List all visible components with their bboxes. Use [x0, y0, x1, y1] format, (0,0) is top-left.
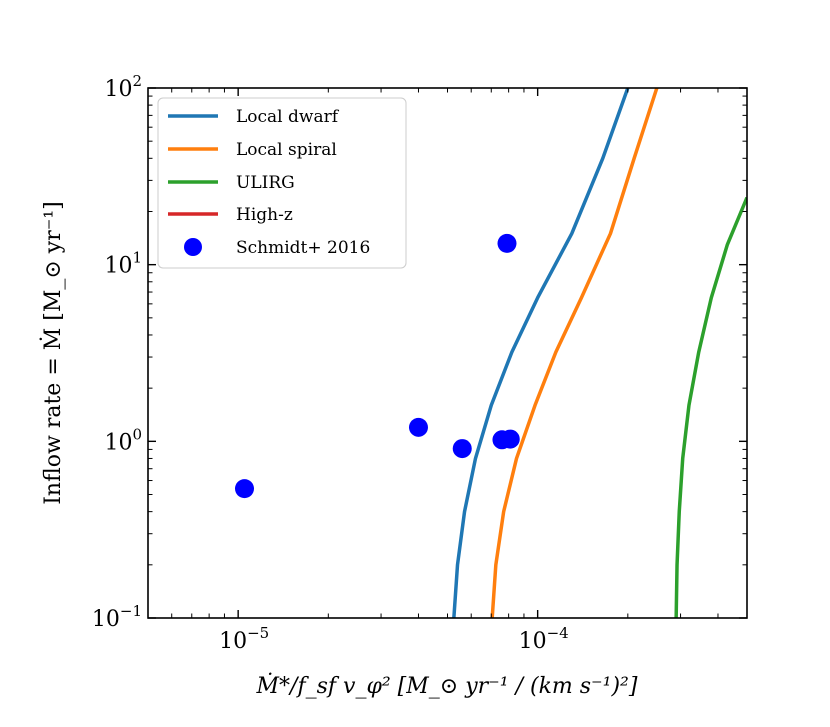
y-tick-label: 10−1	[92, 602, 142, 632]
y-tick-label: 102	[104, 72, 142, 102]
scatter-point	[235, 479, 254, 499]
legend-swatch-schmidt-2016	[184, 238, 202, 256]
plot-frame	[147, 87, 748, 619]
x-tick-label: 10−5	[219, 624, 269, 654]
series-line-local-dwarf	[452, 88, 630, 618]
series-layer	[452, 88, 747, 618]
y-axis-label: Inflow rate = Ṁ [M_⊙ yr⁻¹]	[39, 201, 66, 505]
scatter-point	[497, 233, 517, 253]
legend-label-local-spiral: Local spiral	[236, 140, 337, 160]
legend-label-ulirg: ULIRG	[236, 173, 295, 193]
scatter-point	[452, 439, 472, 459]
scatter-point	[500, 429, 520, 449]
y-tick-label: 101	[104, 249, 142, 279]
y-tick-label: 100	[104, 425, 142, 455]
legend-label-high-z: High-z	[236, 205, 293, 225]
legend-label-schmidt-2016: Schmidt+ 2016	[236, 238, 370, 258]
x-axis-label: Ṁ*/f_sf v_φ² [M_⊙ yr⁻¹ / (km s⁻¹)²]	[256, 672, 638, 699]
scatter-layer	[235, 233, 520, 499]
legend-box	[157, 97, 407, 269]
x-tick-label: 10−4	[519, 624, 569, 654]
scatter-point	[408, 417, 428, 437]
series-line-ulirg	[674, 196, 747, 618]
legend: Local dwarf Local spiral ULIRG High-z Sc…	[157, 97, 407, 269]
series-line-local-spiral	[490, 88, 659, 618]
legend-label-local-dwarf: Local dwarf	[236, 107, 340, 127]
